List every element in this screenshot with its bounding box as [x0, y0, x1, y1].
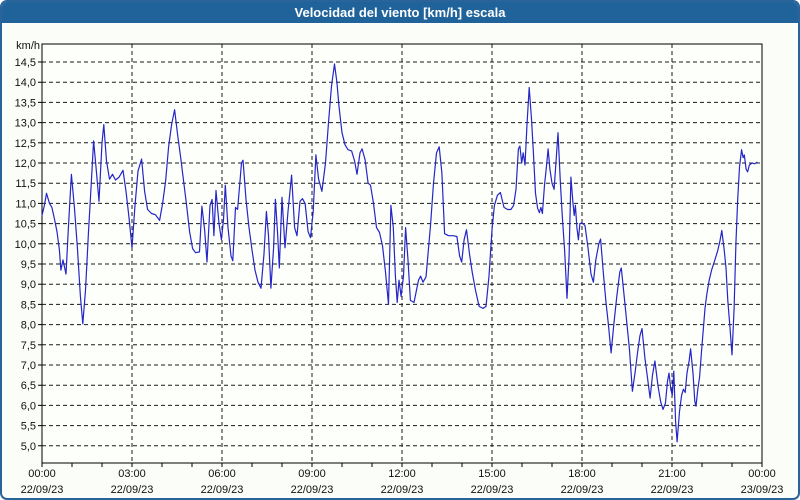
x-tick-time-label: 12:00: [388, 468, 416, 480]
y-tick-label: 13,0: [15, 118, 36, 130]
y-tick-label: 9,5: [21, 259, 36, 271]
x-tick-time-label: 06:00: [208, 468, 236, 480]
y-tick-label: 10,0: [15, 239, 36, 251]
y-tick-label: 14,0: [15, 77, 36, 89]
y-tick-label: 8,5: [21, 299, 36, 311]
x-tick-date-label: 22/09/23: [291, 484, 334, 496]
x-tick-time-label: 09:00: [298, 468, 326, 480]
y-tick-label: 13,5: [15, 97, 36, 109]
chart-title: Velocidad del viento [km/h] escala: [2, 2, 798, 23]
y-tick-label: 10,5: [15, 219, 36, 231]
y-tick-label: 11,5: [15, 178, 36, 190]
x-tick-date-label: 22/09/23: [21, 484, 64, 496]
x-tick-time-label: 15:00: [478, 468, 506, 480]
x-tick-date-label: 22/09/23: [651, 484, 694, 496]
y-tick-label: 7,0: [21, 360, 36, 372]
x-tick-time-label: 00:00: [28, 468, 56, 480]
y-tick-label: 9,0: [21, 279, 36, 291]
y-tick-label: 12,5: [15, 138, 36, 150]
x-tick-time-label: 03:00: [118, 468, 146, 480]
y-tick-label: 6,0: [21, 400, 36, 412]
x-tick-date-label: 23/09/23: [741, 484, 784, 496]
x-tick-date-label: 22/09/23: [381, 484, 424, 496]
plot-background: [42, 44, 762, 463]
y-axis-unit-label: km/h: [16, 40, 40, 52]
y-tick-label: 7,5: [21, 340, 36, 352]
x-tick-date-label: 22/09/23: [201, 484, 244, 496]
wind-speed-line: [41, 63, 758, 443]
x-tick-date-label: 22/09/23: [111, 484, 154, 496]
x-tick-time-label: 21:00: [658, 468, 686, 480]
x-tick-date-label: 22/09/23: [471, 484, 514, 496]
y-tick-label: 11,0: [15, 198, 36, 210]
y-tick-label: 14,5: [15, 57, 36, 69]
y-tick-label: 6,5: [21, 380, 36, 392]
y-tick-label: 5,0: [21, 441, 36, 453]
y-tick-label: 5,5: [21, 421, 36, 433]
x-tick-time-label: 00:00: [748, 468, 776, 480]
y-tick-label: 12,0: [15, 158, 36, 170]
plot-frame: [41, 43, 763, 464]
x-tick-time-label: 18:00: [568, 468, 596, 480]
y-tick-label: 8,0: [21, 320, 36, 332]
x-tick-date-label: 22/09/23: [561, 484, 604, 496]
